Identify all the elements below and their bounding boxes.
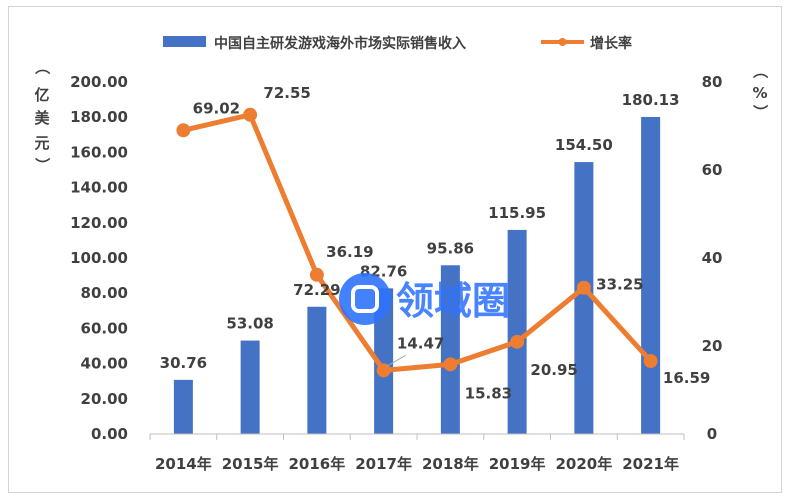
y-left-tick-label: 140.00 [70,179,128,197]
data-label-leader-line [386,354,406,367]
line-series [176,107,658,378]
y-left-tick-label: 180.00 [70,108,128,126]
y-right-tick-label: 40 [702,249,723,267]
legend: 中国自主研发游戏海外市场实际销售收入 增长率 [163,35,632,52]
watermark-icon [339,273,391,325]
y-right-tick-label: 20 [702,337,723,355]
bar-series [173,116,661,435]
line-point [243,107,258,122]
x-tick-label: 2019年 [489,455,546,473]
line-point [510,334,525,349]
y-right-unit-char: （ [751,63,769,78]
y-right-tick-label: 0 [707,425,717,443]
x-tick-label: 2015年 [222,455,279,473]
x-tick-label: 2014年 [155,455,212,473]
watermark-text: 领域圈 [396,279,510,323]
y-right-unit-char: % [752,84,767,102]
bar-data-label: 115.95 [488,204,546,222]
bar [307,306,327,434]
watermark-logo: 领域圈 [339,273,510,325]
bar [641,116,661,435]
x-ticks: 2014年 2015年 2016年 2017年 2018年 2019年 2020年 2021年 [149,434,685,473]
line-data-label: 36.19 [326,243,373,261]
bar-data-label: 154.50 [555,136,613,154]
bar-data-labels: 30.7653.0872.2982.7695.86115.95154.50180… [160,91,680,372]
bar-data-label: 95.86 [427,239,474,257]
line-data-labels: 69.02 72.55 36.19 14.47 15.83 20.95 33.25 16.59 [193,84,711,403]
line-data-label: 16.59 [663,369,710,387]
y-left-tick-label: 0.00 [91,425,128,443]
y-left-unit-char: （ [33,59,51,74]
line-point [576,280,591,295]
y-left-tick-label: 200.00 [70,73,128,91]
y-left-tick-label: 120.00 [70,214,128,232]
watermark-icon-inner [351,285,379,313]
y-left-unit-char: 亿 [34,86,49,104]
bar-data-label: 180.13 [622,91,680,109]
line-data-label: 15.83 [465,384,512,402]
y-right-tick-label: 60 [702,161,723,179]
y-left-tick-label: 160.00 [70,143,128,161]
y-left-ticks: 0.00 20.00 40.00 60.00 80.00 100.00 120.00 140.… [70,73,128,443]
x-tick-label: 2016年 [289,455,346,473]
bar [374,288,394,434]
y-right-unit-char: ） [751,104,769,119]
y-left-tick-label: 80.00 [81,284,128,302]
legend-bar-swatch [163,36,206,47]
bar-data-label: 53.08 [226,315,273,333]
y-left-unit-char: 元 [34,134,49,152]
y-left-unit-char: ） [33,157,51,172]
y-left-tick-label: 20.00 [81,390,128,408]
x-tick-label: 2018年 [422,455,479,473]
legend-line-marker [558,38,567,46]
line-point [376,363,391,378]
y-right-tick-label: 80 [702,73,723,91]
line-data-label: 72.55 [263,84,310,102]
bar [440,265,460,434]
line-point [176,123,191,138]
legend-line-label: 增长率 [590,35,632,52]
line-data-label: 69.02 [193,99,240,117]
line-point [643,354,658,369]
y-right-ticks: 0 20 40 60 80 [702,73,723,443]
legend-bar-label: 中国自主研发游戏海外市场实际销售收入 [214,35,466,52]
bar [173,379,193,434]
bar [240,340,260,434]
bar-data-label: 30.76 [160,354,207,372]
bar [574,162,594,434]
y-left-tick-label: 40.00 [81,355,128,373]
y-left-unit-char: 美 [34,109,50,127]
line-point [443,357,458,372]
line-data-label: 14.47 [397,334,444,352]
y-left-tick-label: 100.00 [70,249,128,267]
line-data-label: 20.95 [530,361,577,379]
line-data-label: 33.25 [596,276,643,294]
x-tick-label: 2017年 [355,455,412,473]
y-left-tick-label: 60.00 [81,319,128,337]
bar-data-label: 72.29 [293,281,340,299]
y-right-unit-label: （% ） [751,63,769,119]
bar [507,229,527,434]
growth-rate-line [182,112,653,373]
x-tick-label: 2021年 [622,455,679,473]
y-left-unit-label: （ 亿美元 ） [33,59,51,172]
line-point [309,267,324,282]
x-tick-label: 2020年 [556,455,613,473]
